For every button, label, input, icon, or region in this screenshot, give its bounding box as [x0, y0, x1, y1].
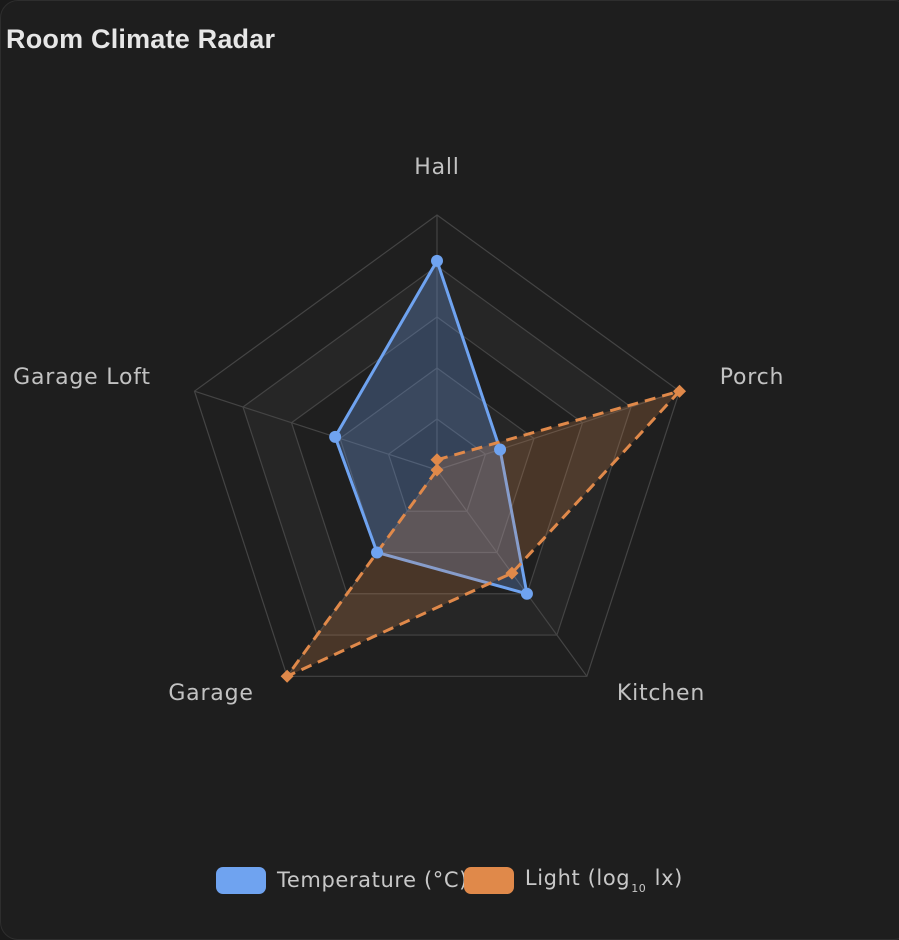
radar-chart: Hall Porch Kitchen Garage Garage Loft: [13, 155, 785, 706]
series-0-point-3: [371, 546, 384, 559]
axis-label-garage: Garage: [168, 681, 253, 706]
series-0-point-1: [494, 443, 507, 456]
series-0-point-2: [520, 587, 533, 600]
legend-label-temperature: Temperature (°C): [277, 868, 468, 892]
axis-label-hall: Hall: [414, 155, 459, 180]
legend: Temperature (°C) Light (log10 lx): [0, 862, 899, 898]
series-1-point-2: [505, 566, 519, 580]
series-1-area: [287, 391, 680, 677]
legend-swatch-temperature: [216, 866, 267, 894]
legend-item-light[interactable]: Light (log10 lx): [463, 866, 683, 895]
grid-ring-4: [242, 265, 632, 636]
grid-ring-3: [290, 316, 584, 595]
legend-swatch-light: [463, 866, 514, 894]
grid-spoke-1: [436, 390, 680, 471]
axis-label-porch: Porch: [720, 365, 785, 390]
legend-label-light: Light (log10 lx): [525, 866, 683, 895]
grid-ring-2: [339, 367, 535, 554]
series-0-point-0: [431, 254, 443, 267]
series-0-point-4: [329, 430, 342, 443]
legend-label-light-sub: 10: [631, 881, 647, 895]
series-1-point-1: [673, 384, 687, 398]
series-0-area: [335, 260, 527, 594]
axis-label-garage-loft: Garage Loft: [13, 365, 151, 390]
series-1-point-4: [430, 463, 444, 477]
axis-label-kitchen: Kitchen: [617, 681, 705, 706]
series-1-point-0: [430, 453, 444, 467]
series-0-line: [333, 259, 529, 596]
legend-label-light-main: Light (log: [524, 865, 631, 890]
grid-ring-5: [193, 214, 681, 677]
legend-item-temperature[interactable]: Temperature (°C): [216, 866, 467, 894]
series-1-point-3: [280, 669, 294, 683]
grid-spoke-4: [194, 390, 438, 471]
chart-title: Room Climate Radar: [6, 24, 276, 54]
legend-label-light-tail: lx): [647, 865, 683, 890]
